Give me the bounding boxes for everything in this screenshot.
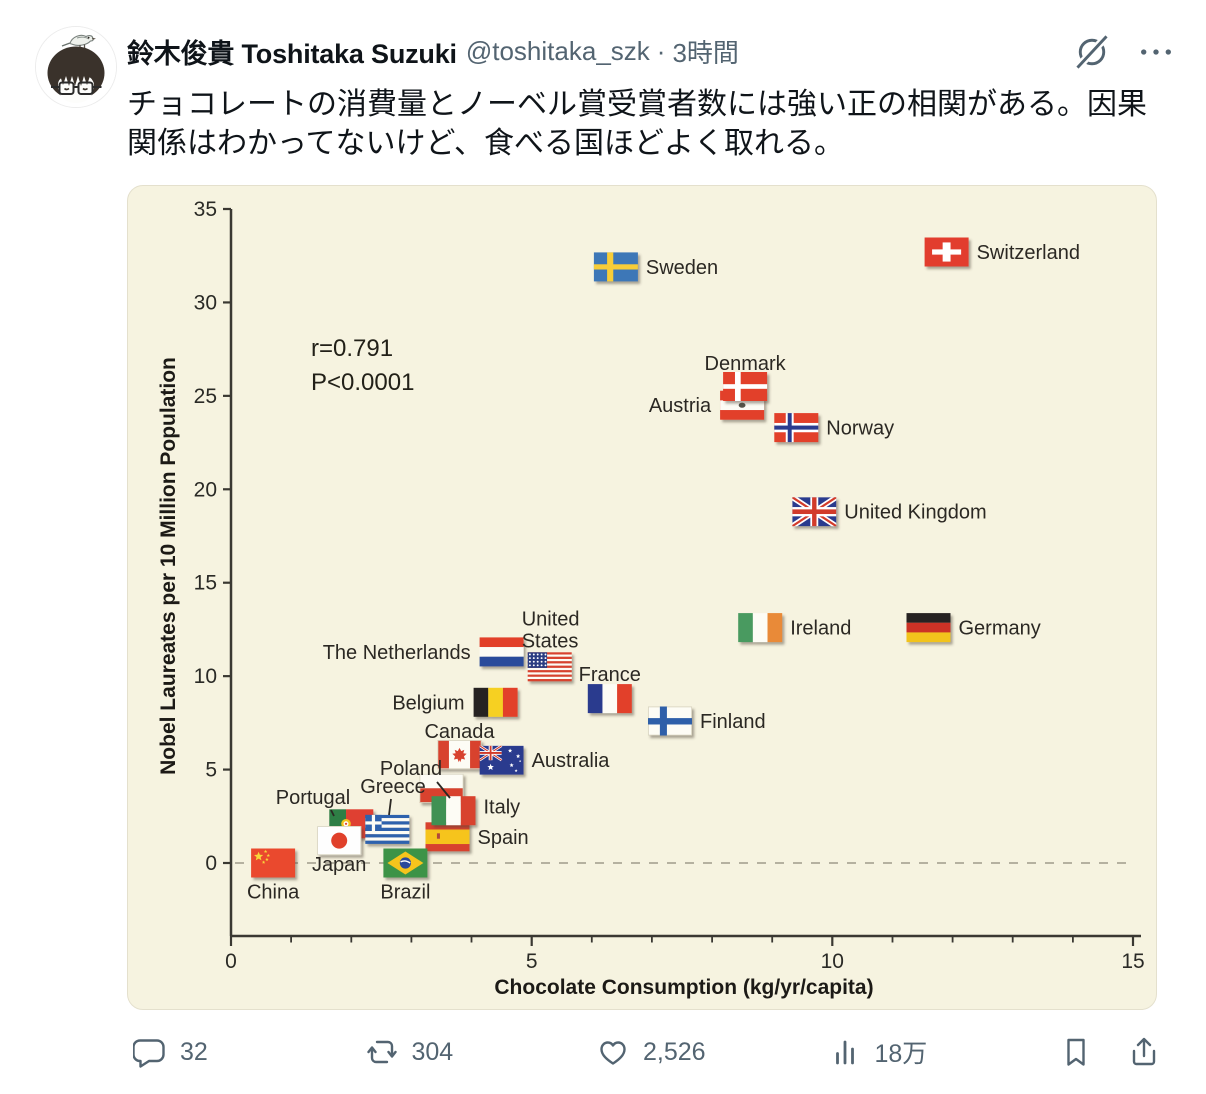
flag-us — [527, 652, 572, 682]
reply-icon — [133, 1039, 165, 1068]
svg-text:Ireland: Ireland — [790, 618, 851, 640]
flag-brazil — [383, 848, 428, 878]
tweet-media-chart[interactable]: 0 5 10 15 20 25 30 35 0 5 10 15 Nobel Laureates per … — [127, 185, 1157, 1010]
correlation-annotation: r=0.791 P<0.0001 — [311, 335, 414, 396]
tweet-header: 鈴木俊貴 Toshitaka Suzuki @toshitaka_szk · 3… — [127, 26, 1175, 71]
svg-text:30: 30 — [194, 291, 217, 314]
timestamp: 3時間 — [672, 38, 739, 68]
avatar[interactable] — [35, 26, 117, 108]
separator-dot: · — [656, 36, 666, 66]
svg-text:United: United — [522, 608, 580, 630]
flag-china — [251, 848, 296, 878]
like-count: 2,526 — [643, 1037, 706, 1066]
flag-sweden — [593, 252, 638, 282]
svg-text:5: 5 — [526, 950, 538, 973]
svg-text:r=0.791: r=0.791 — [311, 335, 393, 362]
avatar-illustration — [36, 27, 116, 107]
tweet-body-text: チョコレートの消費量とノーベル賞受賞者数には強い正の相関がある。因果関係はわかっ… — [127, 88, 1147, 160]
svg-text:Portugal: Portugal — [276, 787, 351, 809]
user-handle[interactable]: @toshitaka_szk — [465, 36, 650, 66]
svg-text:Norway: Norway — [826, 418, 894, 440]
svg-text:10: 10 — [821, 950, 844, 973]
svg-text:Sweden: Sweden — [646, 257, 718, 279]
flag-denmark — [723, 372, 768, 401]
svg-text:Belgium: Belgium — [392, 692, 464, 714]
tweet: 鈴木俊貴 Toshitaka Suzuki @toshitaka_szk · 3… — [35, 26, 1175, 1070]
axes — [229, 209, 1141, 938]
views-icon — [835, 1040, 854, 1065]
flag-finland — [648, 706, 693, 736]
x-axis-ticks: 0 5 10 15 — [225, 936, 1145, 973]
svg-text:Switzerland: Switzerland — [977, 242, 1080, 264]
svg-text:Spain: Spain — [478, 827, 529, 849]
svg-text:25: 25 — [194, 385, 217, 408]
repost-count: 304 — [411, 1037, 454, 1066]
share-icon[interactable] — [1127, 1035, 1161, 1069]
flag-france — [587, 684, 632, 714]
svg-text:France: France — [579, 664, 641, 686]
svg-text:The Netherlands: The Netherlands — [323, 642, 471, 664]
svg-text:0: 0 — [205, 852, 217, 875]
svg-text:Austria: Austria — [649, 395, 712, 417]
svg-text:Canada: Canada — [424, 721, 495, 743]
like-icon — [600, 1041, 626, 1065]
views-button[interactable]: 18万 — [828, 1034, 1060, 1070]
y-axis-title: Nobel Laureates per 10 Million Populatio… — [157, 357, 180, 775]
y-axis-ticks: 0 5 10 15 20 25 30 35 — [194, 198, 231, 875]
flag-australia — [479, 745, 524, 775]
view-count: 18万 — [874, 1040, 928, 1068]
like-button[interactable]: 2,526 — [596, 1035, 828, 1069]
repost-icon — [366, 1040, 397, 1064]
svg-text:United Kingdom: United Kingdom — [844, 502, 986, 524]
flag-italy — [431, 796, 476, 826]
svg-text:Poland: Poland — [380, 758, 442, 780]
svg-text:Finland: Finland — [700, 711, 766, 733]
flag-germany — [906, 613, 951, 643]
flag-norway — [774, 413, 819, 443]
svg-text:5: 5 — [205, 759, 217, 782]
svg-text:20: 20 — [194, 478, 217, 501]
country-labels: Sweden Switzerland Austria Denmark Norway Uni… — [247, 242, 1080, 904]
flag-japan — [317, 826, 362, 856]
x-axis-title: Chocolate Consumption (kg/yr/capita) — [494, 976, 873, 999]
bookmark-icon[interactable] — [1059, 1035, 1093, 1069]
grok-icon[interactable] — [1073, 33, 1111, 71]
svg-text:Brazil: Brazil — [380, 882, 430, 904]
svg-text:Italy: Italy — [484, 797, 521, 819]
reply-count: 32 — [180, 1037, 208, 1066]
svg-text:Denmark: Denmark — [705, 353, 787, 375]
chocolate-nobel-scatter-chart: 0 5 10 15 20 25 30 35 0 5 10 15 Nobel Laureates per … — [157, 198, 1145, 999]
flag-canada — [437, 740, 482, 770]
flag-netherlands — [479, 637, 524, 667]
header-icons — [1073, 33, 1175, 71]
flag-ireland — [738, 613, 783, 643]
repost-button[interactable]: 304 — [365, 1035, 597, 1069]
flag-greece — [365, 814, 410, 844]
svg-text:Greece: Greece — [360, 776, 426, 798]
flag-uk — [792, 497, 837, 527]
svg-text:15: 15 — [1121, 950, 1144, 973]
flag-spain — [425, 822, 470, 852]
tweet-content: 鈴木俊貴 Toshitaka Suzuki @toshitaka_szk · 3… — [127, 26, 1175, 1070]
svg-text:Japan: Japan — [312, 854, 367, 876]
svg-text:Germany: Germany — [959, 618, 1041, 640]
display-name[interactable]: 鈴木俊貴 Toshitaka Suzuki — [127, 39, 457, 69]
svg-text:P<0.0001: P<0.0001 — [311, 369, 414, 396]
svg-text:0: 0 — [225, 950, 237, 973]
svg-text:35: 35 — [194, 198, 217, 221]
avatar-column — [35, 26, 127, 1070]
svg-text:States: States — [522, 630, 579, 652]
tweet-action-bar: 32 304 2,526 18万 — [127, 1034, 1163, 1070]
more-options-icon[interactable] — [1137, 33, 1175, 71]
svg-text:10: 10 — [194, 665, 217, 688]
flag-belgium — [473, 687, 518, 717]
reply-button[interactable]: 32 — [133, 1035, 365, 1069]
action-right-group — [1059, 1035, 1163, 1069]
svg-text:China: China — [247, 882, 300, 904]
flag-switzerland — [924, 237, 969, 267]
svg-text:15: 15 — [194, 572, 217, 595]
svg-text:Australia: Australia — [532, 750, 611, 772]
